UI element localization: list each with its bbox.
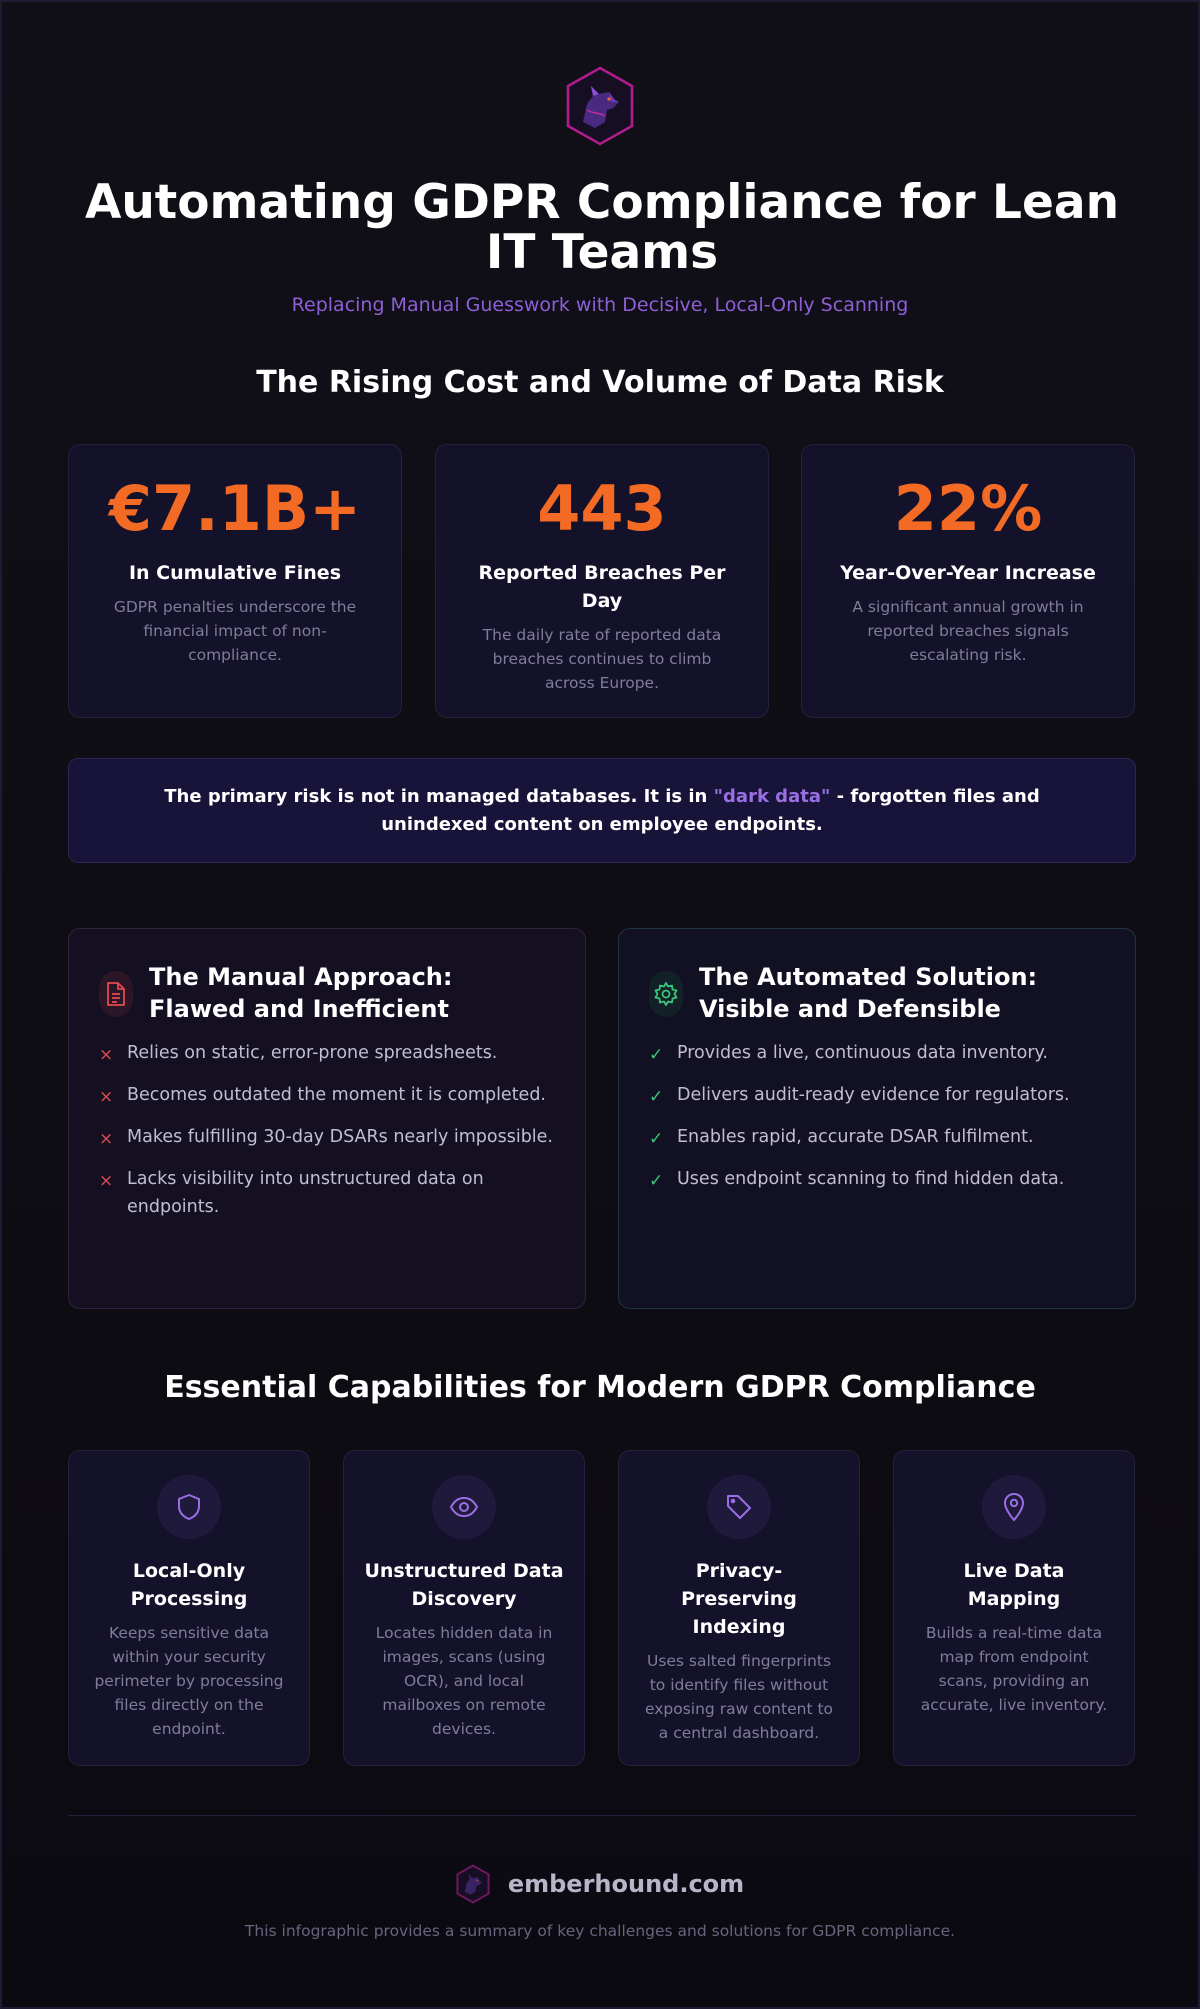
stats-heading: The Rising Cost and Volume of Data Risk	[256, 365, 944, 400]
list-item: × Becomes outdated the moment it is compl…	[99, 1081, 555, 1111]
check-icon: ✓	[649, 1171, 664, 1191]
capability-description: Locates hidden data in images, scans (us…	[375, 1624, 553, 1738]
capabilities-heading: Essential Capabilities for Modern GDPR C…	[164, 1370, 1036, 1405]
eye-icon	[432, 1475, 496, 1539]
hexagon-wolf-logo-icon	[456, 1864, 490, 1904]
list-item: × Relies on static, error-prone spreadshe…	[99, 1039, 555, 1069]
gear-icon	[649, 971, 683, 1017]
banner-text-after: - forgotten files and unindexed content …	[381, 786, 1040, 835]
manual-approach-card: The Manual Approach: Flawed and Ineffici…	[68, 928, 586, 1309]
check-icon: ✓	[649, 1045, 664, 1065]
logo	[2, 66, 1198, 146]
capability-card-privacy-indexing: Privacy-Preserving Indexing Uses salted …	[618, 1450, 860, 1766]
capability-description: Uses salted fingerprints to identify fil…	[644, 1652, 834, 1742]
manual-approach-list: × Relies on static, error-prone spreadshe…	[99, 1039, 555, 1221]
banner-highlight: "dark data"	[713, 786, 831, 807]
hexagon-wolf-logo-icon	[566, 66, 634, 146]
list-item: × Makes fulfilling 30-day DSARs nearly im…	[99, 1123, 555, 1153]
x-icon: ×	[99, 1171, 114, 1191]
stat-description: The daily rate of reported data breaches…	[482, 626, 722, 692]
manual-approach-title: The Manual Approach: Flawed and Ineffici…	[149, 963, 453, 1023]
page-title: Automating GDPR Compliance for Lean IT T…	[84, 175, 1120, 280]
stat-card-breaches: 443 Reported Breaches Per Day The daily …	[435, 444, 769, 718]
stat-description: A significant annual growth in reported …	[852, 598, 1084, 664]
capability-title: Privacy-Preserving Indexing	[681, 1560, 797, 1638]
x-icon: ×	[99, 1129, 114, 1149]
stat-label: In Cumulative Fines	[128, 562, 342, 584]
list-item: ✓ Enables rapid, accurate DSAR fulfilment…	[649, 1123, 1105, 1153]
footer-brand: emberhound.com	[2, 1864, 1198, 1904]
map-pin-icon	[982, 1475, 1046, 1539]
shield-icon	[157, 1475, 221, 1539]
stat-label: Reported Breaches Per Day	[478, 562, 726, 612]
automated-solution-title: The Automated Solution: Visible and Defe…	[699, 963, 1038, 1023]
stat-card-fines: €7.1B+ In Cumulative Fines GDPR penaltie…	[68, 444, 402, 718]
capability-card-local-processing: Local-Only Processing Keeps sensitive da…	[68, 1450, 310, 1766]
capability-title: Local-Only Processing	[130, 1560, 248, 1610]
capability-title: Unstructured Data Discovery	[364, 1560, 564, 1610]
dark-data-banner: The primary risk is not in managed datab…	[68, 758, 1136, 863]
footer-note: This infographic provides a summary of k…	[244, 1922, 956, 1940]
footer-divider	[68, 1815, 1136, 1816]
automated-solution-card: The Automated Solution: Visible and Defe…	[618, 928, 1136, 1309]
x-icon: ×	[99, 1045, 114, 1065]
stat-description: GDPR penalties underscore the financial …	[113, 598, 357, 664]
list-item: ✓ Provides a live, continuous data invent…	[649, 1039, 1105, 1069]
capability-description: Keeps sensitive data within your securit…	[94, 1624, 284, 1738]
tag-icon	[707, 1475, 771, 1539]
banner-text-before: The primary risk is not in managed datab…	[164, 786, 714, 807]
stat-value: 22%	[893, 472, 1043, 545]
stat-value: 443	[537, 472, 667, 545]
capability-title: Live Data Mapping	[963, 1560, 1065, 1610]
list-item: ✓ Delivers audit-ready evidence for regul…	[649, 1081, 1105, 1111]
capability-card-data-discovery: Unstructured Data Discovery Locates hidd…	[343, 1450, 585, 1766]
x-icon: ×	[99, 1087, 114, 1107]
list-item: ✓ Uses endpoint scanning to find hidden d…	[649, 1165, 1105, 1195]
stat-label: Year-Over-Year Increase	[840, 562, 1096, 584]
footer-brand-name[interactable]: emberhound.com	[507, 1870, 745, 1898]
list-item: × Lacks visibility into unstructured data…	[99, 1165, 555, 1221]
check-icon: ✓	[649, 1087, 664, 1107]
check-icon: ✓	[649, 1129, 664, 1149]
stat-value: €7.1B+	[108, 472, 362, 545]
document-icon	[99, 971, 133, 1017]
stat-card-increase: 22% Year-Over-Year Increase A significan…	[801, 444, 1135, 718]
automated-solution-list: ✓ Provides a live, continuous data invent…	[649, 1039, 1105, 1195]
capability-card-data-mapping: Live Data Mapping Builds a real-time dat…	[893, 1450, 1135, 1766]
capability-description: Builds a real-time data map from endpoin…	[920, 1624, 1108, 1714]
page-subtitle: Replacing Manual Guesswork with Decisive…	[291, 294, 909, 316]
